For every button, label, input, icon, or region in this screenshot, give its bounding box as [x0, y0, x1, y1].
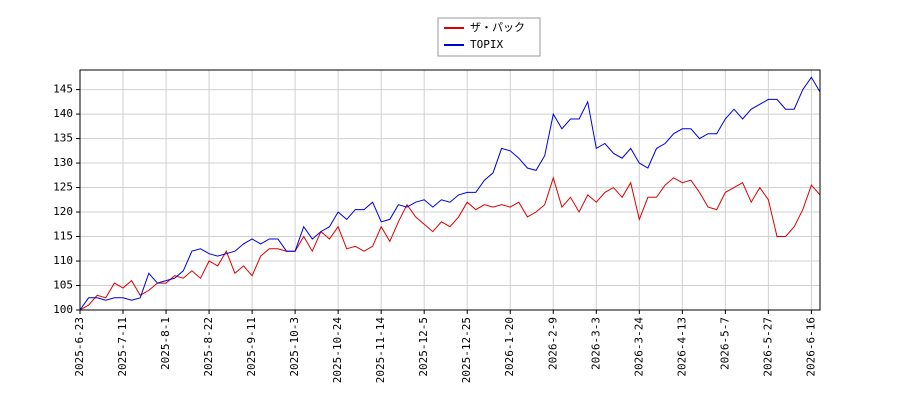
x-tick-label: 2025-10-3 — [288, 317, 301, 377]
x-tick-label: 2025-9-11 — [245, 317, 258, 377]
legend: ザ・パック TOPIX — [437, 17, 541, 57]
x-tick-label: 2026-2-9 — [546, 317, 559, 370]
legend-box — [437, 17, 541, 57]
y-tick-label: 145 — [53, 83, 73, 96]
x-tick-label: 2025-10-24 — [331, 317, 344, 384]
x-tick-label: 2025-7-11 — [116, 317, 129, 377]
x-tick-label: 2025-11-14 — [374, 317, 387, 384]
legend-label: TOPIX — [470, 38, 503, 51]
y-tick-label: 105 — [53, 279, 73, 292]
y-tick-label: 135 — [53, 132, 73, 145]
x-tick-label: 2025-12-5 — [417, 317, 430, 377]
x-tick-label: 2026-4-13 — [675, 317, 688, 377]
x-tick-label: 2026-3-24 — [632, 317, 645, 377]
x-tick-label: 2025-8-1 — [159, 317, 172, 370]
y-tick-label: 120 — [53, 205, 73, 218]
series-line — [79, 76, 821, 311]
x-tick-label: 2026-5-7 — [718, 317, 731, 370]
x-tick-label: 2025-6-23 — [73, 317, 86, 377]
y-tick-label: 125 — [53, 181, 73, 194]
y-tick-label: 100 — [53, 303, 73, 316]
plot-frame — [79, 69, 821, 311]
x-tick-label: 2026-3-3 — [589, 317, 602, 370]
series-line — [79, 176, 821, 311]
x-tick-label: 2025-8-22 — [202, 317, 215, 377]
y-tick-label: 110 — [53, 254, 73, 267]
y-tick-label: 140 — [53, 107, 73, 120]
legend-label: ザ・パック — [470, 21, 525, 34]
y-tick-label: 115 — [53, 230, 73, 243]
x-tick-label: 2026-5-27 — [761, 317, 774, 377]
x-tick-label: 2026-1-20 — [503, 317, 516, 377]
y-tick-label: 130 — [53, 156, 73, 169]
x-tick-label: 2026-6-16 — [804, 317, 817, 377]
x-tick-label: 2025-12-25 — [460, 317, 473, 383]
